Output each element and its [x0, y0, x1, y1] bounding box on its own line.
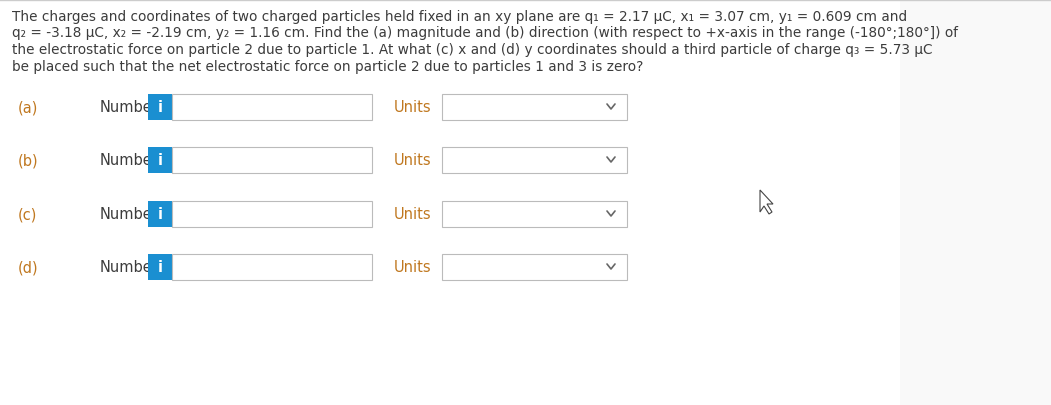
FancyBboxPatch shape — [148, 148, 172, 174]
Text: The charges and coordinates of two charged particles held fixed in an xy plane a: The charges and coordinates of two charg… — [12, 10, 907, 24]
FancyBboxPatch shape — [900, 0, 1051, 405]
FancyBboxPatch shape — [442, 148, 627, 174]
FancyBboxPatch shape — [442, 254, 627, 280]
FancyBboxPatch shape — [442, 95, 627, 121]
FancyBboxPatch shape — [148, 95, 172, 121]
Text: i: i — [158, 100, 163, 115]
FancyBboxPatch shape — [148, 254, 172, 280]
Text: the electrostatic force on particle 2 due to particle 1. At what (c) x and (d) y: the electrostatic force on particle 2 du… — [12, 43, 932, 57]
FancyBboxPatch shape — [172, 148, 372, 174]
Text: (b): (b) — [18, 153, 39, 168]
Text: Number: Number — [100, 207, 159, 222]
Polygon shape — [760, 190, 772, 215]
Text: Units: Units — [394, 100, 432, 115]
Text: be placed such that the net electrostatic force on particle 2 due to particles 1: be placed such that the net electrostati… — [12, 60, 643, 73]
FancyBboxPatch shape — [172, 95, 372, 121]
FancyBboxPatch shape — [442, 202, 627, 228]
Text: Units: Units — [394, 153, 432, 168]
Text: (d): (d) — [18, 260, 39, 275]
Text: Units: Units — [394, 207, 432, 222]
Text: Number: Number — [100, 100, 159, 115]
Text: Number: Number — [100, 260, 159, 275]
Text: (a): (a) — [18, 100, 39, 115]
Text: i: i — [158, 153, 163, 168]
Text: i: i — [158, 207, 163, 222]
Text: Units: Units — [394, 260, 432, 275]
Text: (c): (c) — [18, 207, 38, 222]
Text: q₂ = -3.18 μC, x₂ = -2.19 cm, y₂ = 1.16 cm. Find the (a) magnitude and (b) direc: q₂ = -3.18 μC, x₂ = -2.19 cm, y₂ = 1.16 … — [12, 26, 959, 40]
FancyBboxPatch shape — [172, 254, 372, 280]
Text: i: i — [158, 260, 163, 275]
FancyBboxPatch shape — [148, 202, 172, 228]
FancyBboxPatch shape — [172, 202, 372, 228]
Text: Number: Number — [100, 153, 159, 168]
